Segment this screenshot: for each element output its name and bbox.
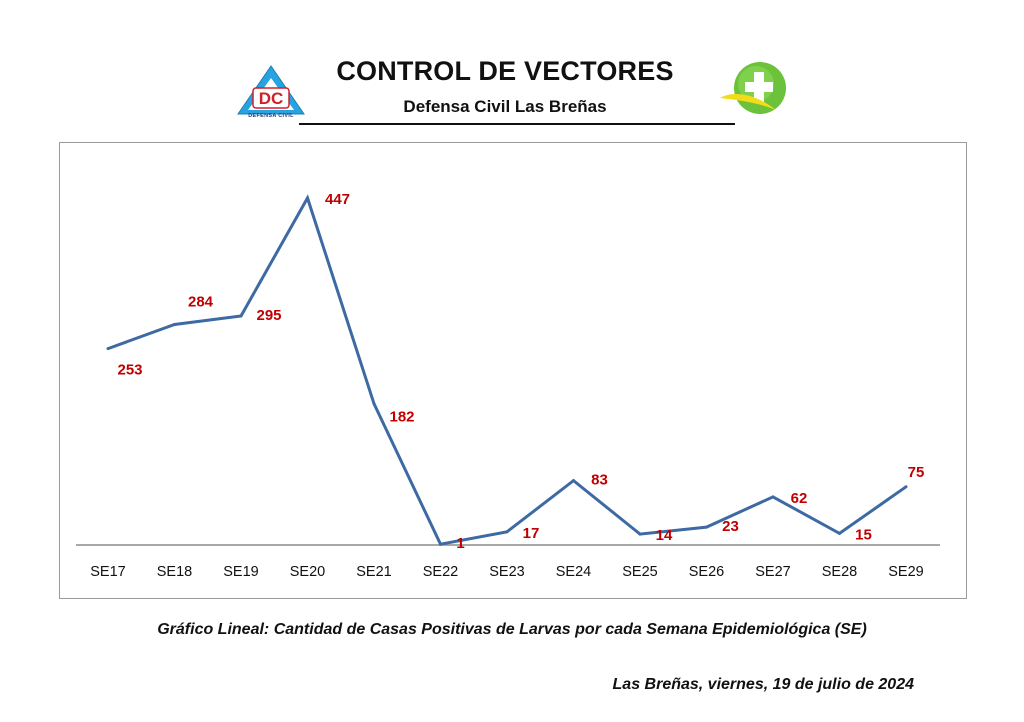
green-cross-circle-icon	[720, 62, 786, 114]
data-point	[705, 525, 708, 529]
data-point	[173, 323, 176, 327]
data-point	[439, 542, 442, 546]
data-point	[838, 531, 841, 535]
x-tick-label: SE19	[223, 564, 258, 580]
data-label: 15	[855, 526, 872, 543]
x-tick-label: SE21	[356, 564, 391, 580]
data-label: 295	[256, 307, 281, 324]
title-underline	[299, 123, 735, 125]
data-label: 284	[188, 294, 214, 311]
x-tick-label: SE29	[888, 564, 923, 580]
series-line	[107, 194, 907, 546]
data-point	[572, 479, 575, 483]
chart-caption: Gráfico Lineal: Cantidad de Casas Positi…	[157, 621, 867, 638]
data-point	[372, 402, 376, 406]
data-label: 23	[722, 518, 739, 535]
x-tick-label: SE20	[290, 564, 325, 580]
x-tick-label: SE22	[423, 564, 458, 580]
data-point	[638, 532, 642, 536]
dateline: Las Breñas, viernes, 19 de julio de 2024	[612, 676, 914, 693]
data-point	[904, 485, 908, 489]
page-title: CONTROL DE VECTORES	[336, 56, 674, 86]
defensa-civil-triangle-icon: DC	[237, 65, 305, 115]
data-label: 14	[656, 527, 673, 544]
x-tick-label: SE25	[622, 564, 657, 580]
x-tick-label: SE23	[489, 564, 524, 580]
logo-dc-caption: DEFENSA CIVIL	[248, 113, 294, 119]
data-label: 17	[523, 525, 540, 542]
x-tick-label: SE18	[157, 564, 192, 580]
x-tick-label: SE17	[90, 564, 125, 580]
data-label: 447	[325, 191, 350, 208]
data-point	[306, 196, 309, 200]
x-tick-label: SE24	[556, 564, 591, 580]
data-label: 1	[456, 535, 464, 552]
data-label: 182	[389, 409, 414, 426]
data-label: 253	[117, 362, 142, 379]
data-point	[771, 495, 775, 499]
logo-dc-text: DC	[259, 89, 284, 108]
data-label: 62	[791, 490, 808, 507]
page-subtitle: Defensa Civil Las Breñas	[403, 97, 607, 116]
x-tick-label: SE27	[755, 564, 790, 580]
x-tick-label: SE26	[689, 564, 724, 580]
data-point	[239, 314, 243, 318]
data-label: 75	[908, 464, 925, 481]
chart-frame	[59, 142, 967, 599]
x-tick-label: SE28	[822, 564, 857, 580]
data-label: 83	[591, 472, 608, 489]
data-point	[106, 347, 110, 351]
data-point	[505, 530, 509, 534]
